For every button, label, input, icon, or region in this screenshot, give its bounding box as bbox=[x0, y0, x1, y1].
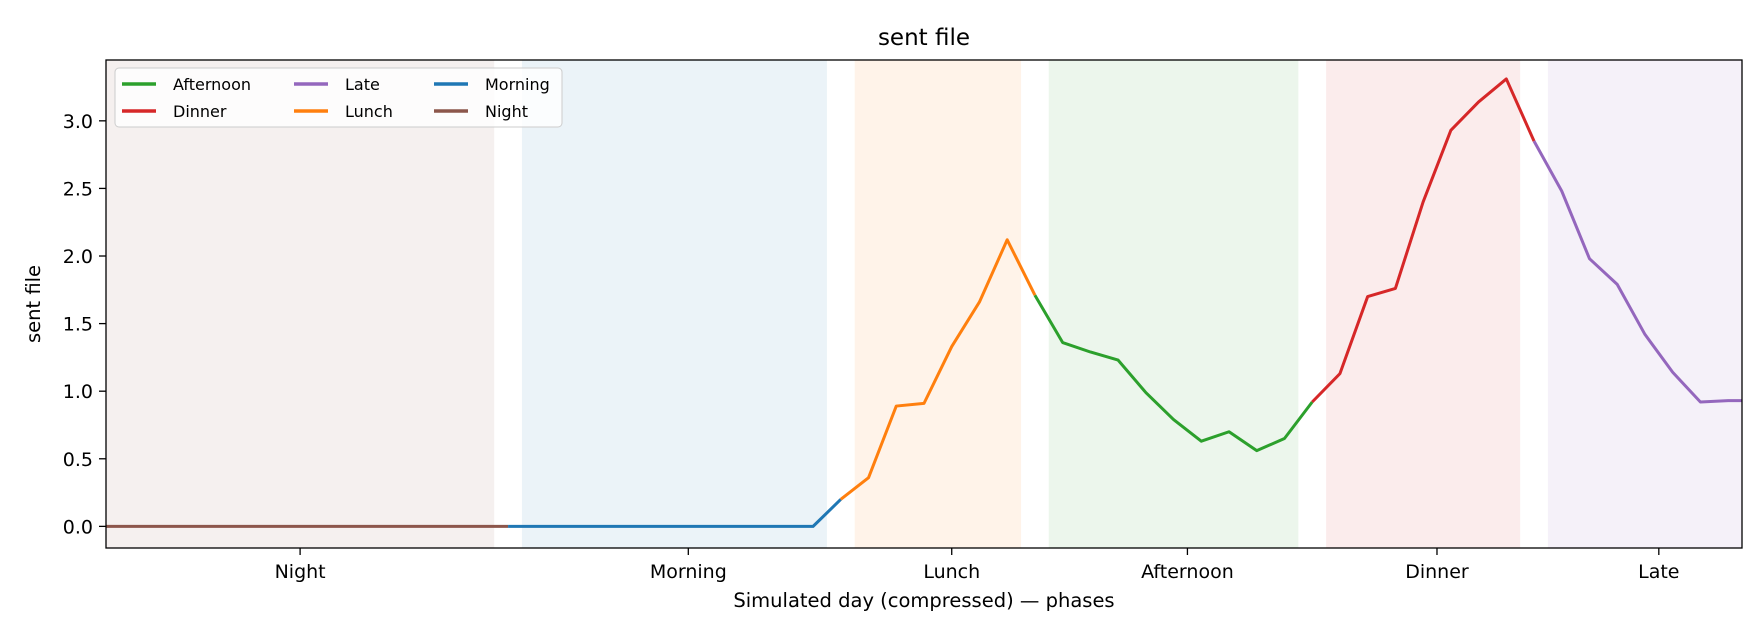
phase-bands bbox=[106, 60, 1742, 548]
legend-label-late: Late bbox=[345, 75, 380, 94]
x-tick-label-late: Late bbox=[1638, 561, 1679, 583]
series-line-morning bbox=[508, 498, 842, 528]
legend-label-night: Night bbox=[485, 102, 528, 121]
x-axis-label: Simulated day (compressed) — phases bbox=[733, 589, 1114, 612]
y-tick-label: 2.0 bbox=[63, 246, 93, 268]
plot-frame bbox=[105, 59, 1743, 549]
band-morning bbox=[521, 60, 827, 548]
x-tick-label-night: Night bbox=[275, 561, 326, 583]
x-tick-label-morning: Morning bbox=[650, 561, 727, 583]
series-line-afternoon bbox=[1033, 294, 1314, 453]
y-tick-label: 1.0 bbox=[63, 381, 93, 403]
band-dinner bbox=[1326, 60, 1521, 548]
x-tick-label-afternoon: Afternoon bbox=[1141, 561, 1234, 583]
chart-title: sent file bbox=[878, 25, 970, 51]
y-axis-ticks: 0.0 0.5 1.0 1.5 2.0 2.5 3.0 bbox=[63, 111, 106, 538]
x-tick-label-lunch: Lunch bbox=[923, 561, 980, 583]
series-line-late bbox=[1532, 140, 1742, 404]
legend-label-dinner: Dinner bbox=[173, 102, 227, 121]
y-tick-label: 3.0 bbox=[63, 111, 93, 133]
band-night bbox=[106, 60, 495, 548]
y-tick-label: 0.5 bbox=[63, 449, 93, 471]
y-tick-label: 1.5 bbox=[63, 314, 93, 336]
legend-label-afternoon: Afternoon bbox=[173, 75, 251, 94]
y-axis-label: sent file bbox=[22, 265, 45, 343]
legend: Afternoon Dinner Late Lunch Morning Night bbox=[114, 67, 563, 128]
legend-label-morning: Morning bbox=[485, 75, 550, 94]
x-axis-ticks: Night Morning Lunch Afternoon Dinner Late bbox=[275, 548, 1680, 583]
series-line-lunch bbox=[839, 238, 1037, 501]
series-line-dinner bbox=[1311, 77, 1536, 404]
band-afternoon bbox=[1048, 60, 1299, 548]
y-tick-label: 2.5 bbox=[63, 178, 93, 200]
y-tick-label: 0.0 bbox=[63, 516, 93, 538]
legend-label-lunch: Lunch bbox=[345, 102, 393, 121]
band-lunch bbox=[854, 60, 1022, 548]
series-lines bbox=[106, 77, 1742, 528]
band-late bbox=[1547, 60, 1742, 548]
x-tick-label-dinner: Dinner bbox=[1405, 561, 1469, 583]
